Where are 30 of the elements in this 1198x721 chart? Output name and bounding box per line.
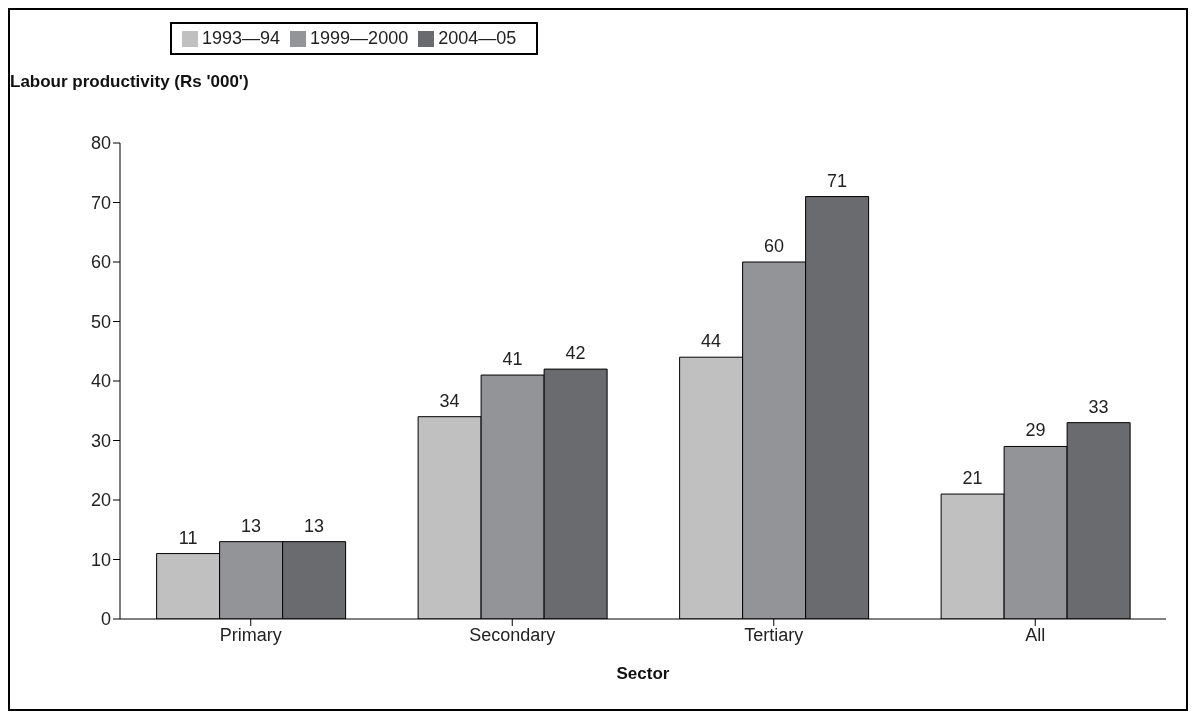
y-tick-label: 50 <box>90 311 111 332</box>
data-label: 11 <box>178 527 198 548</box>
y-tick-label: 30 <box>90 430 111 451</box>
y-tick-label: 10 <box>90 549 111 570</box>
data-label: 29 <box>1025 420 1046 441</box>
legend-label: 2004—05 <box>438 28 517 48</box>
data-label: 71 <box>827 170 848 191</box>
data-label: 21 <box>962 468 983 489</box>
y-tick-label: 0 <box>100 609 111 630</box>
y-tick-label: 20 <box>90 490 111 511</box>
x-axis-title: Sector <box>616 664 670 683</box>
data-label: 13 <box>241 515 262 536</box>
data-label: 44 <box>701 331 722 352</box>
legend-label: 1999—2000 <box>310 28 409 48</box>
y-tick-label: 70 <box>90 192 111 213</box>
x-tick-label: Primary <box>219 624 282 645</box>
data-label: 42 <box>565 343 586 364</box>
y-axis-title: Labour productivity (Rs '000') <box>10 72 249 92</box>
y-tick-label: 80 <box>90 133 111 154</box>
x-tick-label: Tertiary <box>744 624 804 645</box>
data-label: 13 <box>304 515 325 536</box>
data-label: 60 <box>764 236 785 256</box>
x-tick-label: All <box>1025 624 1046 645</box>
y-tick-label: 40 <box>90 371 111 392</box>
y-tick-label: 60 <box>90 252 111 273</box>
data-label: 34 <box>439 390 460 411</box>
x-tick-label: Secondary <box>469 624 556 645</box>
data-label: 41 <box>502 349 523 370</box>
data-label: 33 <box>1088 396 1109 417</box>
legend-label: 1993—94 <box>202 28 281 48</box>
